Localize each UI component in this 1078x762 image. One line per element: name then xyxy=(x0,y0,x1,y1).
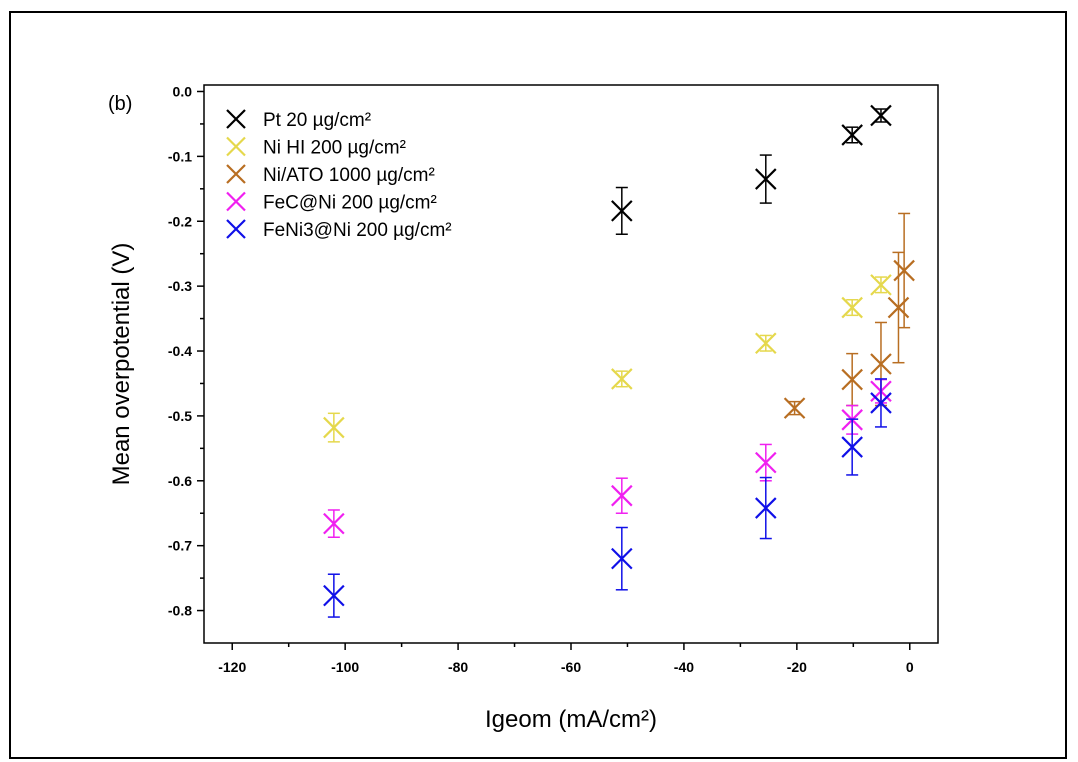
legend-label: Ni HI 200 µg/cm² xyxy=(263,138,406,159)
series-group xyxy=(323,378,892,618)
data-point xyxy=(870,392,892,414)
data-point xyxy=(323,416,345,439)
data-point xyxy=(893,259,915,282)
y-tick-label: -0.5 xyxy=(168,408,192,424)
y-tick-label: 0.0 xyxy=(173,83,193,99)
data-point xyxy=(755,497,777,519)
y-tick-label: -0.1 xyxy=(168,148,192,164)
y-tick-label: -0.8 xyxy=(168,603,192,619)
data-point xyxy=(841,368,863,391)
x-axis: -120 -100 -80 -60 -40 -20 0 xyxy=(218,643,914,675)
series-group xyxy=(323,274,892,443)
x-tick-label: -120 xyxy=(218,659,246,675)
y-tick-label: -0.2 xyxy=(168,213,192,229)
legend-marker xyxy=(226,136,246,157)
data-point xyxy=(323,584,345,607)
y-axis-title: Mean overpotential (V) xyxy=(108,243,135,486)
legend-marker xyxy=(226,164,246,184)
data-point xyxy=(887,296,910,319)
x-tick-label: -80 xyxy=(448,659,468,675)
x-tick-label: -60 xyxy=(561,659,581,675)
x-tick-label: -40 xyxy=(674,659,694,675)
data-point xyxy=(323,512,345,535)
data-point xyxy=(611,368,633,390)
x-tick-label: 0 xyxy=(906,659,914,675)
legend-marker xyxy=(226,109,246,129)
legend-label: Ni/ATO 1000 µg/cm² xyxy=(263,165,435,186)
panel-label: (b) xyxy=(108,93,132,115)
y-tick-label: -0.6 xyxy=(168,473,192,489)
legend-label: FeC@Ni 200 µg/cm² xyxy=(263,193,437,214)
data-point xyxy=(755,451,777,474)
data-point xyxy=(870,274,892,296)
x-axis-title: Igeom (mA/cm²) xyxy=(485,706,657,733)
series-group xyxy=(611,104,892,235)
data-point xyxy=(611,484,633,507)
y-axis: 0.0 -0.1 -0.2 -0.3 -0.4 -0.5 -0.6 -0.7 -0.8 xyxy=(168,83,204,619)
data-point xyxy=(755,168,777,190)
legend-marker xyxy=(226,191,246,212)
y-tick-label: -0.4 xyxy=(168,343,192,359)
legend-marker xyxy=(226,219,246,239)
data-point xyxy=(611,200,633,222)
outer-frame xyxy=(9,11,1067,759)
data-layer xyxy=(323,104,915,618)
data-point xyxy=(841,124,863,146)
x-tick-label: -20 xyxy=(787,659,807,675)
data-point xyxy=(783,397,806,419)
y-tick-label: -0.7 xyxy=(168,538,192,554)
y-tick-label: -0.3 xyxy=(168,278,192,294)
data-point xyxy=(870,353,892,375)
data-point xyxy=(870,104,892,127)
legend-label: FeNi3@Ni 200 µg/cm² xyxy=(263,220,452,241)
data-point xyxy=(841,296,863,319)
data-point xyxy=(611,547,633,570)
legend: Pt 20 µg/cm² Ni HI 200 µg/cm² Ni/ATO 1000 … xyxy=(226,109,452,241)
legend-label: Pt 20 µg/cm² xyxy=(263,110,371,131)
data-point xyxy=(841,436,863,458)
data-point xyxy=(755,332,777,355)
x-tick-label: -100 xyxy=(331,659,359,675)
